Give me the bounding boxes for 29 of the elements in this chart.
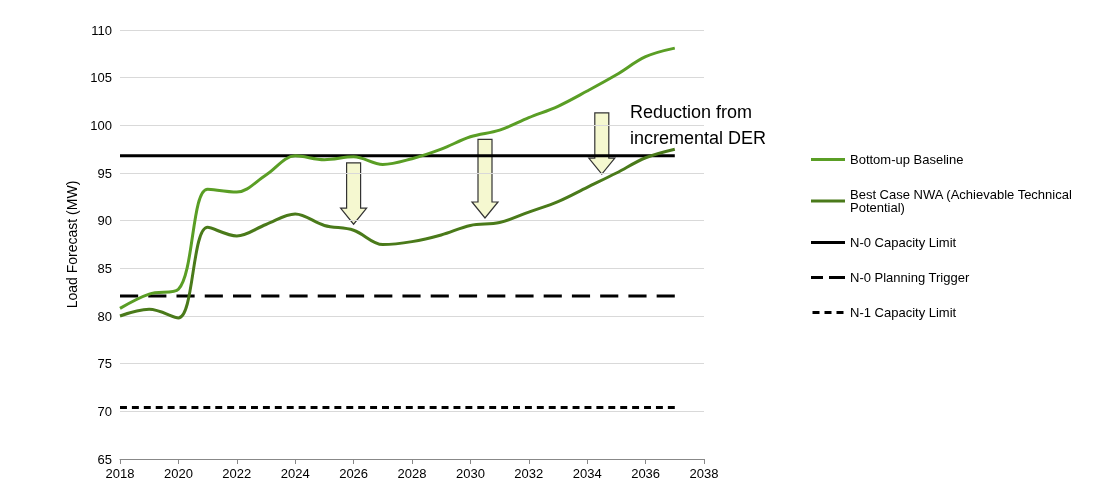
y-tick-label: 80 bbox=[97, 308, 112, 324]
y-tick-label: 90 bbox=[97, 213, 112, 229]
y-axis-title: Load Forecast (MW) bbox=[64, 180, 81, 309]
x-tick-label: 2036 bbox=[631, 466, 661, 481]
y-tick-label: 105 bbox=[90, 70, 112, 86]
x-tick-label: 2018 bbox=[105, 466, 135, 481]
x-tick-label: 2032 bbox=[514, 466, 544, 481]
x-tick-label: 2034 bbox=[572, 466, 602, 481]
y-tick-label: 110 bbox=[91, 22, 112, 38]
y-tick-label: 75 bbox=[97, 356, 112, 372]
y-tick-label: 85 bbox=[97, 260, 112, 276]
y-tick-label: 95 bbox=[97, 165, 112, 181]
x-tick-label: 2026 bbox=[339, 466, 369, 481]
x-tick-label: 2038 bbox=[689, 466, 719, 481]
x-tick-label: 2028 bbox=[397, 466, 427, 481]
y-tick-label: 100 bbox=[90, 117, 112, 133]
y-tick-label: 70 bbox=[97, 403, 112, 419]
x-tick-label: 2022 bbox=[222, 466, 252, 481]
legend-label: N-1 Capacity Limit bbox=[850, 305, 957, 320]
line-series bbox=[118, 147, 677, 320]
x-tick-label: 2020 bbox=[163, 466, 193, 481]
legend-label: Bottom-up Baseline bbox=[850, 152, 964, 167]
annotation: Reduction from incremental DER bbox=[630, 102, 767, 148]
legend-label: N-0 Planning Trigger bbox=[850, 270, 970, 285]
legend-label: N-0 Capacity Limit bbox=[850, 235, 957, 250]
legend-label: Best Case NWA (Achievable Technical Potential) bbox=[850, 187, 1076, 215]
y-tick-label: 65 bbox=[97, 451, 112, 467]
x-tick-label: 2024 bbox=[280, 466, 310, 481]
x-tick-label: 2030 bbox=[455, 466, 485, 481]
